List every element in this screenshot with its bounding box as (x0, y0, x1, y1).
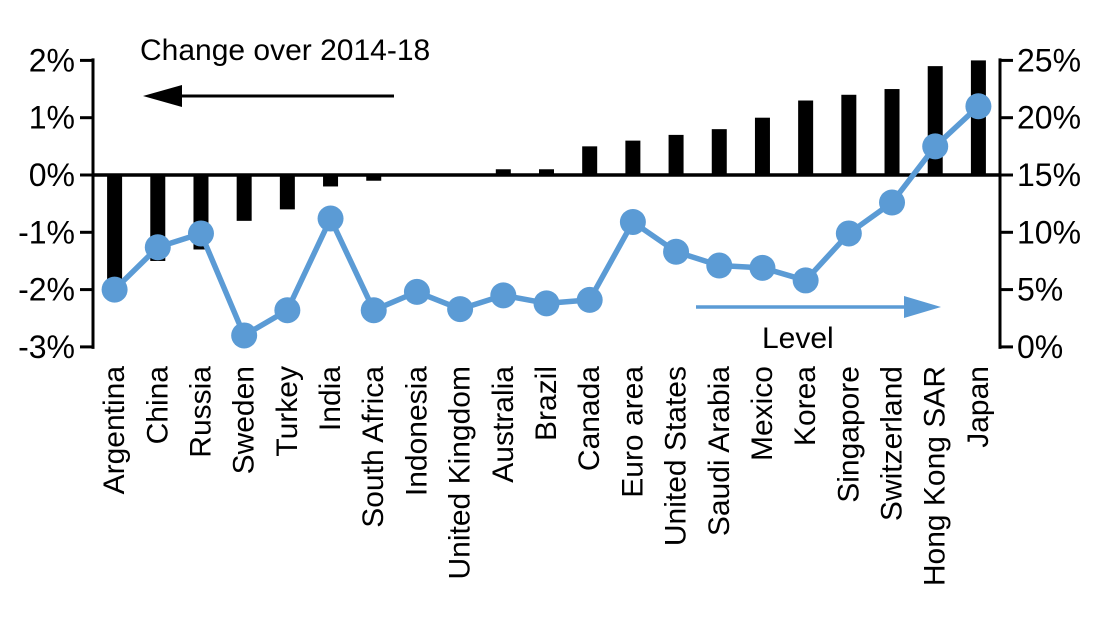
bar-series (107, 60, 986, 284)
right-axis-tick-label: 5% (1017, 272, 1063, 308)
bar-Euro area (625, 140, 641, 175)
point-Mexico (749, 254, 776, 281)
point-Argentina (101, 276, 128, 303)
bar-Turkey (279, 175, 295, 210)
point-Japan (965, 93, 992, 120)
point-Indonesia (403, 278, 430, 305)
right-axis-tick-label: 25% (1017, 42, 1081, 78)
category-label-Korea: Korea (789, 366, 822, 446)
bar-United States (668, 134, 684, 175)
bar-Argentina (107, 175, 123, 284)
point-Australia (490, 282, 517, 309)
category-label-Indonesia: Indonesia (400, 366, 433, 496)
bar-Sweden (236, 175, 252, 221)
category-label-Canada: Canada (573, 366, 606, 471)
point-Turkey (274, 297, 301, 324)
bar-series-label: Change over 2014-18 (140, 34, 431, 67)
point-China (144, 234, 171, 261)
point-Saudi Arabia (706, 252, 733, 279)
category-label-India: India (314, 366, 347, 431)
category-label-South Africa: South Africa (357, 366, 390, 528)
point-Hong Kong SAR (922, 133, 949, 160)
category-label-Russia: Russia (184, 366, 217, 458)
bar-Brazil (539, 169, 554, 175)
left-axis-tick-label: -1% (18, 214, 75, 250)
change-arrow-head (143, 85, 182, 107)
bar-South Africa (366, 175, 382, 181)
category-label-Australia: Australia (487, 366, 520, 483)
left-axis-tick-label: -2% (18, 272, 75, 308)
category-label-China: China (141, 366, 174, 445)
category-label-Sweden: Sweden (228, 366, 261, 474)
point-United States (663, 238, 690, 265)
line-series (101, 93, 992, 349)
point-Brazil (533, 290, 560, 317)
point-Singapore (835, 220, 862, 247)
bar-India (323, 175, 339, 187)
category-label-Mexico: Mexico (746, 366, 779, 461)
bar-Switzerland (884, 89, 900, 175)
left-axis-tick-label: 2% (29, 42, 75, 78)
left-axis-tick-label: -3% (18, 329, 75, 365)
point-India (317, 205, 344, 232)
point-Russia (187, 220, 214, 247)
line-series-label: Level (762, 322, 834, 355)
point-Korea (792, 267, 819, 294)
level-arrow-head (904, 296, 941, 318)
change-arrow-left-icon (143, 85, 394, 107)
category-label-Saudi Arabia: Saudi Arabia (703, 366, 736, 536)
right-axis-tick-label: 20% (1017, 100, 1081, 136)
right-axis-tick-label: 10% (1017, 214, 1081, 250)
category-label-United States: United States (660, 366, 693, 546)
category-label-Argentina: Argentina (98, 366, 131, 495)
point-Euro area (619, 208, 646, 235)
category-label-Euro area: Euro area (616, 366, 649, 498)
bar-Singapore (841, 94, 857, 175)
bar-Canada (582, 146, 598, 175)
bar-Korea (798, 100, 814, 175)
point-Canada (576, 286, 603, 313)
point-United Kingdom (447, 296, 474, 323)
point-Sweden (231, 322, 258, 349)
right-axis-tick-label: 15% (1017, 157, 1081, 193)
category-label-Singapore: Singapore (832, 366, 865, 503)
bar-Mexico (754, 117, 770, 175)
category-label-Hong Kong SAR: Hong Kong SAR (919, 366, 952, 586)
category-label-United Kingdom: United Kingdom (444, 366, 477, 579)
bar-Saudi Arabia (711, 129, 727, 175)
category-label-Turkey: Turkey (271, 366, 304, 457)
left-axis-tick-label: 1% (29, 100, 75, 136)
right-axis-tick-label: 0% (1017, 329, 1063, 365)
point-South Africa (360, 297, 387, 324)
left-axis-tick-label: 0% (29, 157, 75, 193)
category-label-Japan: Japan (962, 366, 995, 448)
category-label-Switzerland: Switzerland (876, 366, 909, 521)
point-Switzerland (879, 189, 906, 216)
category-label-Brazil: Brazil (530, 366, 563, 441)
level-arrow-right-icon (696, 296, 941, 318)
bar-Australia (495, 169, 511, 175)
